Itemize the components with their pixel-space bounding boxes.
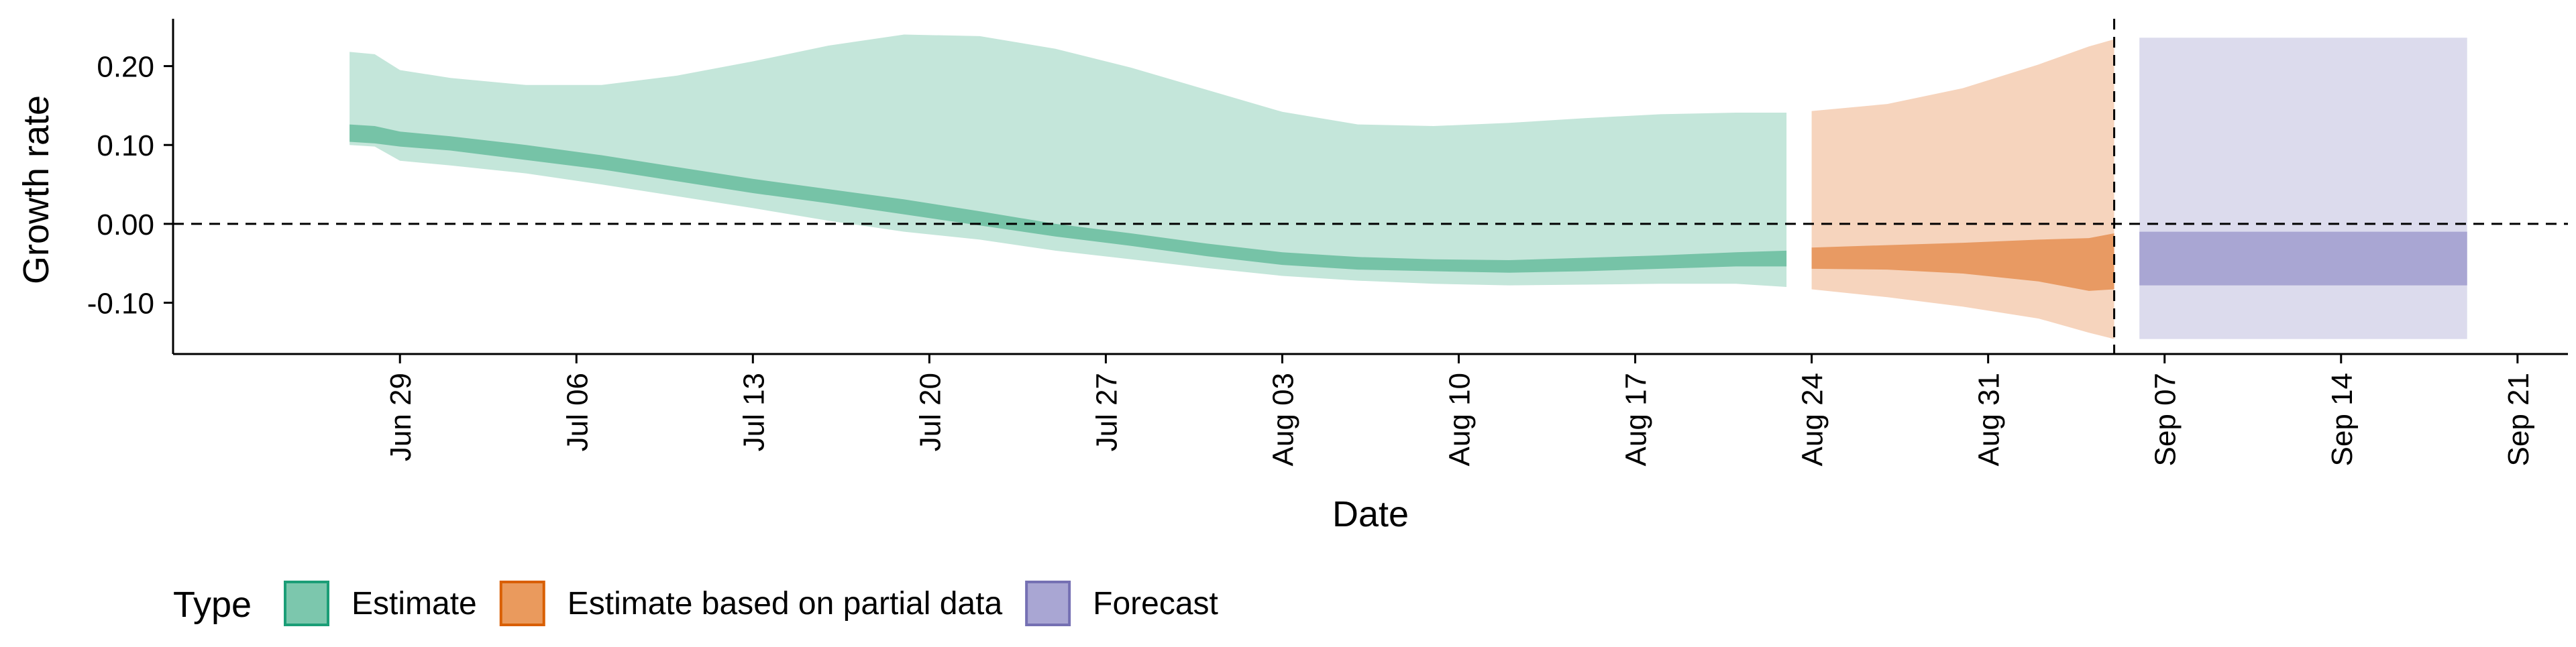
x-ticks: Jun 29 Jul 06 Jul 13 Jul 20 Jul 27 Aug 03 Aug … bbox=[384, 354, 2535, 466]
chart-bands bbox=[350, 34, 2467, 339]
legend-key-0 bbox=[284, 581, 329, 626]
series-2-inner-band bbox=[2139, 231, 2467, 286]
y-ticks: 0.20 0.10 0.00 -0.10 bbox=[87, 51, 173, 320]
x-tick-label-4: Jul 27 bbox=[1090, 373, 1123, 451]
series-1 bbox=[1811, 39, 2114, 339]
legend-title: Type bbox=[173, 585, 252, 625]
y-tick-label-2: 0.00 bbox=[97, 209, 154, 241]
x-axis-title: Date bbox=[1332, 494, 1409, 534]
series-2 bbox=[2139, 38, 2467, 339]
legend-label-0: Estimate bbox=[352, 586, 477, 622]
series-0-inner-band bbox=[350, 124, 1787, 273]
x-tick-label-2: Jul 13 bbox=[737, 373, 770, 451]
x-tick-label-7: Aug 17 bbox=[1620, 373, 1653, 466]
x-tick-label-11: Sep 14 bbox=[2326, 373, 2359, 466]
x-tick-label-12: Sep 21 bbox=[2502, 373, 2535, 466]
x-tick-label-0: Jun 29 bbox=[384, 373, 417, 461]
y-tick-label-3: -0.10 bbox=[87, 288, 154, 320]
legend-key-2 bbox=[1025, 581, 1071, 626]
series-0 bbox=[350, 34, 1787, 287]
legend: Type Estimate Estimate based on partial d… bbox=[173, 581, 1218, 626]
x-tick-label-8: Aug 24 bbox=[1796, 373, 1829, 466]
series-1-outer-band bbox=[1811, 39, 2114, 339]
reference-lines bbox=[173, 19, 2568, 354]
legend-label-2: Forecast bbox=[1093, 586, 1218, 622]
x-tick-label-10: Sep 07 bbox=[2149, 373, 2182, 466]
x-tick-label-1: Jul 06 bbox=[561, 373, 594, 451]
y-tick-label-0: 0.20 bbox=[97, 51, 154, 84]
x-tick-label-5: Aug 03 bbox=[1267, 373, 1299, 466]
legend-key-1 bbox=[499, 581, 545, 626]
y-tick-label-1: 0.10 bbox=[97, 129, 154, 162]
y-axis-title: Growth rate bbox=[16, 95, 56, 284]
x-tick-label-3: Jul 20 bbox=[914, 373, 947, 451]
x-tick-label-6: Aug 10 bbox=[1444, 373, 1477, 466]
series-2-outer-band bbox=[2139, 38, 2467, 339]
chart-axes bbox=[172, 19, 2568, 355]
x-tick-label-9: Aug 31 bbox=[1973, 373, 2006, 466]
legend-label-1: Estimate based on partial data bbox=[568, 586, 1003, 622]
series-1-inner-band bbox=[1811, 233, 2114, 291]
